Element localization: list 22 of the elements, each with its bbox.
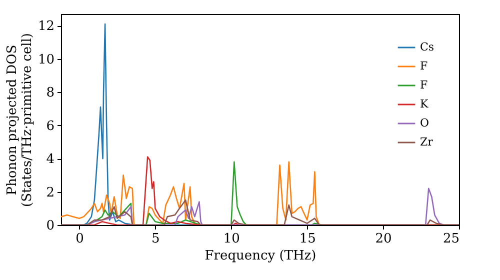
x-tick-label: 0 bbox=[76, 232, 84, 246]
x-tick-label: 20 bbox=[375, 232, 392, 246]
legend-label: F bbox=[420, 60, 428, 72]
line-series bbox=[61, 199, 459, 225]
y-axis-title: Phonon projected DOS (States/THz·primitive cell) bbox=[4, 32, 35, 208]
x-tick-label: 5 bbox=[152, 232, 160, 246]
y-tick-label: 6 bbox=[46, 118, 54, 134]
legend-label: K bbox=[420, 98, 429, 110]
x-tick-label: 25 bbox=[442, 232, 460, 246]
x-tick-label: 10 bbox=[223, 232, 240, 246]
y-tick-label: 10 bbox=[38, 52, 54, 68]
legend-label: F bbox=[420, 78, 428, 92]
x-tick-label: 15 bbox=[299, 232, 316, 246]
y-tick-label: 12 bbox=[38, 19, 54, 34]
y-tick-label: 4 bbox=[46, 152, 54, 168]
legend-label: Zr bbox=[420, 136, 434, 148]
legend-label: Cs bbox=[420, 40, 434, 54]
y-tick-label: 0 bbox=[46, 218, 54, 234]
y-tick-label: 2 bbox=[46, 185, 54, 200]
legend-label: O bbox=[420, 116, 430, 130]
y-tick-label: 8 bbox=[46, 86, 54, 101]
x-axis-title: Frequency (THz) bbox=[204, 248, 316, 264]
